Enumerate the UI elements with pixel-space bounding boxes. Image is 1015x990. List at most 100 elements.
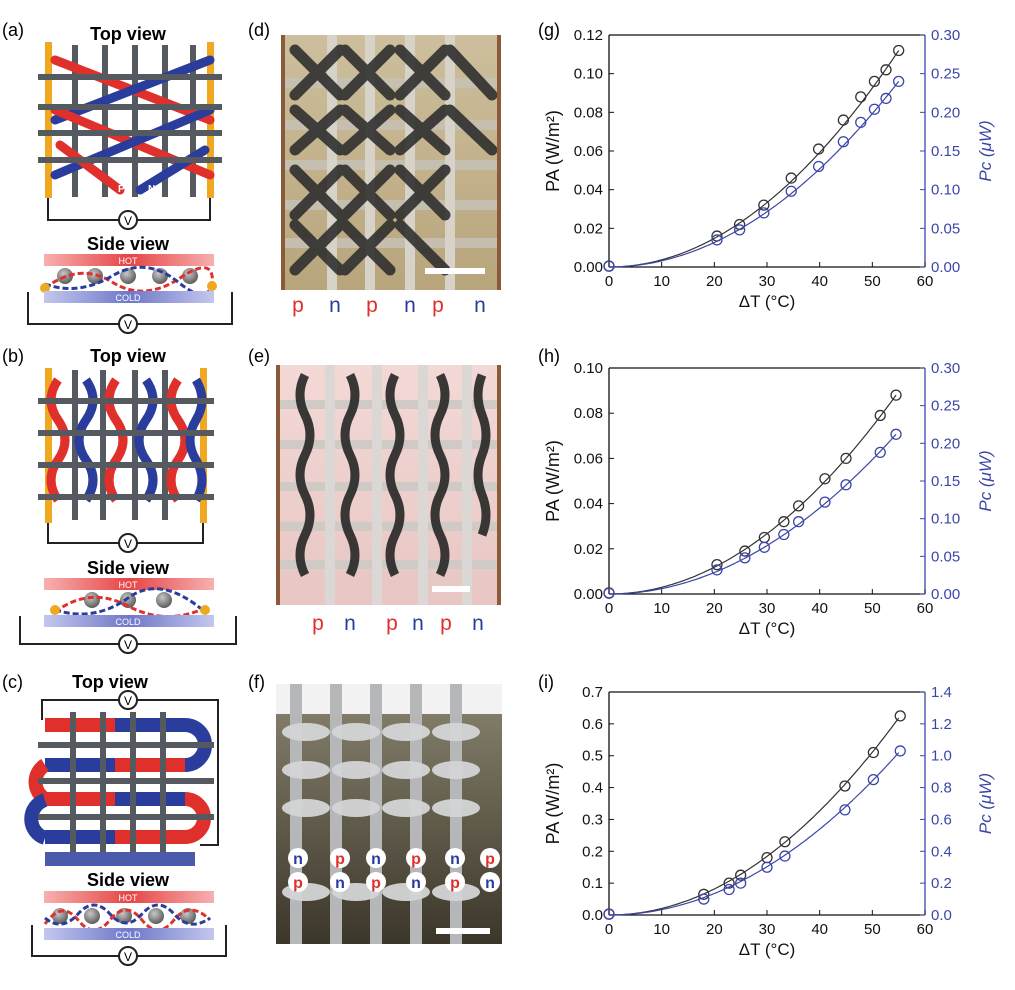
leg-label: n [293,851,303,868]
data-point [723,877,735,889]
data-point [880,64,892,76]
scale-bar [432,586,470,592]
x-tick-label: 50 [864,921,881,938]
data-point [867,746,880,759]
data-point [711,558,723,571]
voltmeter-label: V [124,950,132,964]
data-point [894,710,906,722]
data-point [761,852,773,864]
scale-bar [425,268,485,274]
data-point [812,160,825,173]
voltmeter-label: V [124,214,132,228]
data-point [779,850,791,862]
hot-label: HOT [119,256,139,266]
y-tick-label: 0.02 [574,220,603,237]
y-tick-label: 0.08 [574,405,603,422]
panel-e-leg-row: p n p n p n [312,612,484,635]
hot-label: HOT [119,893,139,903]
leg-label: n [411,875,421,892]
panel-d-label: (d) [248,20,270,40]
leg-label: p [386,612,398,635]
cold-label: COLD [115,293,141,303]
x-axis-label: ΔT (°C) [739,292,796,311]
data-point [890,428,902,440]
leg-label: n [474,294,486,317]
x-tick-label: 10 [653,921,670,938]
data-point [758,541,771,553]
data-point [779,836,791,848]
data-point [874,409,886,422]
data-point [819,496,831,508]
x-tick-label: 60 [917,921,934,938]
x-tick-label: 0 [605,600,613,617]
x-tick-label: 50 [864,273,881,290]
x-axis-label: ΔT (°C) [739,940,796,959]
leg-label: n [371,851,381,868]
data-point [867,773,880,786]
y2-tick-label: 0.25 [931,66,960,83]
y-tick-label: 0.3 [582,811,603,828]
p-leg-label: P [118,508,125,519]
y2-tick-label: 0.05 [931,220,960,237]
y2-tick-label: 0.05 [931,548,960,565]
n-leg-label: N [90,184,97,195]
data-point [893,44,905,57]
panel-h-chart: (h) 0 10 20 30 40 50 600.000.020.040.060.080.1… [538,346,995,638]
y2-axis-label: Pc (μW) [976,120,995,181]
data-point [839,780,851,792]
panel-f-label: (f) [248,672,265,692]
x-tick-label: 40 [811,600,828,617]
data-point [893,75,905,88]
y2-tick-label: 0.25 [931,398,960,415]
y2-tick-label: 0.10 [931,511,960,528]
panel-b-label: (b) [2,346,24,366]
x-tick-label: 0 [605,921,613,938]
y-tick-label: 0.04 [574,496,603,513]
data-point [603,587,615,599]
leg-label: n [412,612,424,635]
hot-plate [44,254,214,266]
scale-bar [436,928,490,934]
data-point [840,452,852,465]
y2-tick-label: 0.10 [931,182,960,199]
leg-label: p [366,294,378,317]
panel-b-schematic: (b) Top view P N P N V Side view HOT [2,346,237,654]
data-point [603,260,615,272]
leg-label: n [485,875,495,892]
y2-tick-label: 0.6 [931,811,952,828]
y2-axis-label: Pc (μW) [976,450,995,511]
panel-h-label: (h) [538,346,560,366]
panel-e-photo: (e) p n p n p n [248,346,501,635]
p-leg-label: P [118,184,125,195]
x-tick-label: 10 [653,600,670,617]
y-tick-label: 0.08 [574,104,603,121]
panel-i-chart: (i) 0 10 20 30 40 50 600.00.10.20.30.40.50.60.… [538,672,995,959]
data-point [868,75,881,88]
y2-tick-label: 0.15 [931,143,960,160]
series-fit-line [609,394,897,595]
data-point [711,234,723,246]
leg-label: p [335,851,345,868]
data-point [839,804,851,816]
data-point [874,446,886,459]
leg-label: p [293,875,303,892]
data-point [855,91,867,103]
y2-tick-label: 0.8 [931,780,952,797]
voltmeter-label: V [124,638,132,652]
data-point [698,893,710,905]
leg-label: n [335,875,345,892]
y2-tick-label: 0.2 [931,875,952,892]
data-point [840,479,852,491]
panel-c-side-view-title: Side view [87,870,170,890]
data-point [723,883,735,896]
p-leg-label: P [60,184,67,195]
y-tick-label: 0.2 [582,843,603,860]
y-axis-label: PA (W/m²) [543,440,563,522]
data-point [785,172,797,184]
y2-tick-label: 0.20 [931,435,960,452]
y-tick-label: 0.00 [574,586,603,603]
x-tick-label: 10 [653,273,670,290]
p-leg-label: P [62,508,69,519]
y2-tick-label: 1.2 [931,716,952,733]
n-leg-label: N [90,508,97,519]
